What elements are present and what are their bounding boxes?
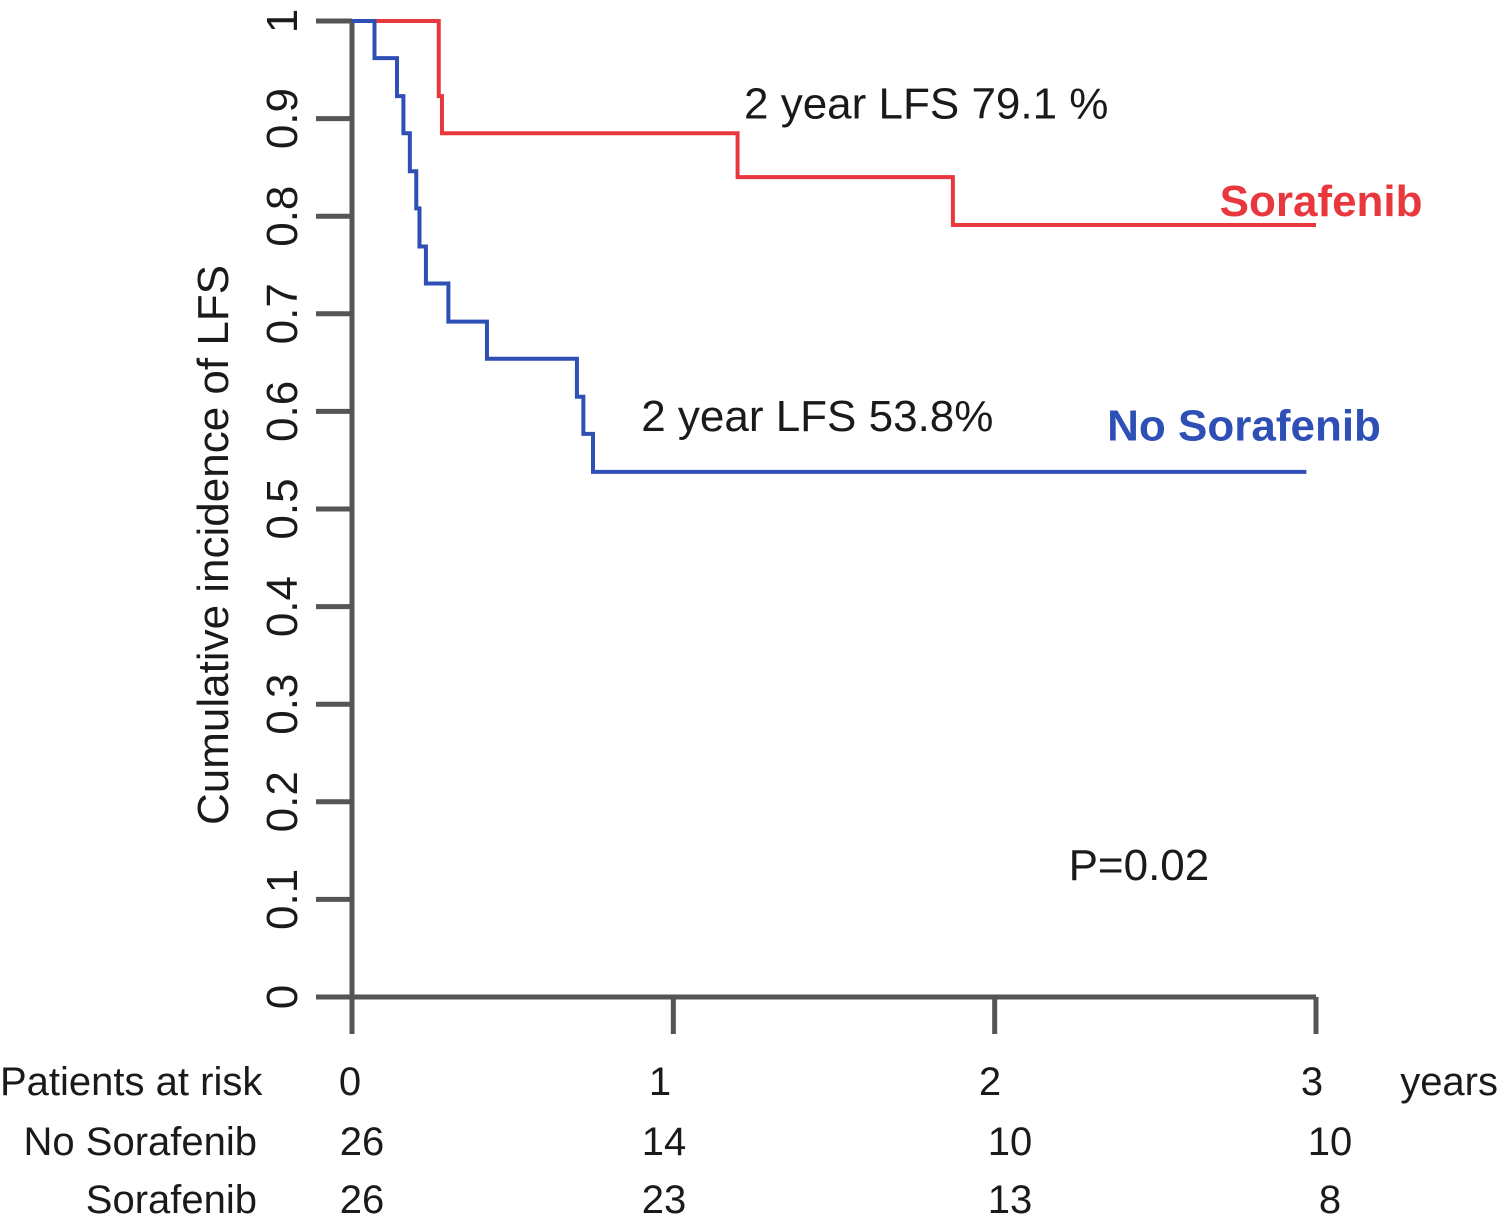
y-tick-label: 0.7: [258, 283, 307, 344]
y-axis-title: Cumulative incidence of LFS: [189, 265, 238, 825]
risk-cell: 23: [642, 1178, 687, 1218]
y-tick-label: 0.1: [258, 869, 307, 930]
series-label: No Sorafenib: [1107, 402, 1381, 451]
chart-annotation: 2 year LFS 79.1 %: [744, 80, 1108, 129]
series-line-sorafenib: [352, 19, 1316, 227]
annotations: 2 year LFS 79.1 % 2 year LFS 53.8% P=0.02 S…: [641, 80, 1422, 890]
series-label: Sorafenib: [1220, 177, 1423, 226]
chart-annotation: P=0.02: [1069, 841, 1210, 890]
axes: 0 0.1 0.2 0.3 0.4 0.5 0.6 0.7 0.8 0.9 1: [258, 9, 1319, 1034]
risk-cell: 10: [1308, 1120, 1353, 1164]
y-tick-label: 0.4: [258, 576, 307, 637]
risk-cell: 26: [340, 1120, 385, 1164]
series-line-no-sorafenib: [352, 19, 1307, 474]
y-tick-label: 0.2: [258, 771, 307, 832]
x-tick-label: 3: [1301, 1060, 1323, 1104]
risk-cell: 26: [340, 1178, 385, 1218]
x-ticks: [349, 997, 1319, 1034]
x-tick-label: 2: [979, 1060, 1001, 1104]
x-tick-label: 0: [339, 1060, 361, 1104]
risk-row-label: Sorafenib: [86, 1178, 257, 1218]
risk-cell: 10: [988, 1120, 1033, 1164]
chart-annotation: 2 year LFS 53.8%: [641, 392, 993, 441]
risk-row-label: No Sorafenib: [24, 1120, 257, 1164]
risk-table-header: Patients at risk: [0, 1060, 263, 1104]
y-tick-label: 1: [258, 9, 307, 33]
risk-cell: 14: [642, 1120, 687, 1164]
y-tick-label: 0.5: [258, 478, 307, 539]
risk-cell: 13: [988, 1178, 1033, 1218]
risk-cell: 8: [1319, 1178, 1341, 1218]
y-tick-label: 0.6: [258, 381, 307, 442]
y-tick-label: 0: [258, 985, 307, 1009]
y-tick-label: 0.3: [258, 674, 307, 735]
y-tick-label: 0.9: [258, 88, 307, 149]
series-group: [352, 19, 1316, 474]
y-ticks: 0 0.1 0.2 0.3 0.4 0.5 0.6 0.7 0.8 0.9 1: [258, 9, 352, 1009]
x-tick-label: 1: [649, 1060, 671, 1104]
x-axis-unit: years: [1400, 1060, 1498, 1104]
y-tick-label: 0.8: [258, 186, 307, 247]
